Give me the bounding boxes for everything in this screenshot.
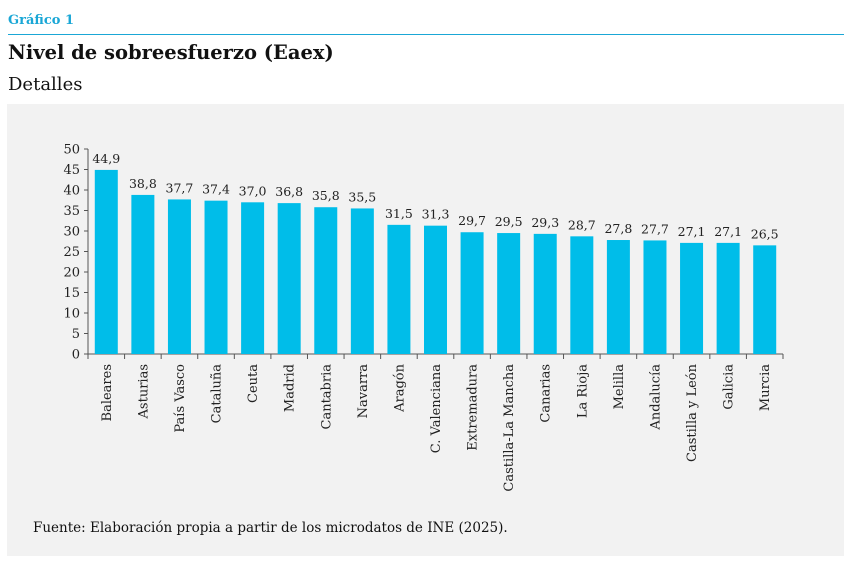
data-label: 37,7 bbox=[166, 180, 194, 195]
y-tick-label: 5 bbox=[72, 327, 80, 342]
y-tick-label: 20 bbox=[63, 266, 80, 281]
bar bbox=[497, 233, 521, 354]
y-tick-label: 45 bbox=[63, 163, 80, 178]
bar bbox=[643, 240, 667, 354]
x-tick-label: Asturias bbox=[136, 364, 151, 419]
x-tick-label: Ceuta bbox=[246, 364, 261, 403]
y-tick-label: 10 bbox=[63, 307, 80, 322]
data-label: 27,8 bbox=[604, 221, 632, 236]
bar bbox=[94, 169, 118, 354]
y-tick-label: 50 bbox=[63, 143, 80, 158]
data-label: 38,8 bbox=[129, 176, 157, 191]
x-tick-label: Baleares bbox=[100, 364, 115, 421]
x-tick-label: Andalucía bbox=[648, 364, 663, 431]
bar bbox=[570, 236, 594, 354]
bar bbox=[204, 200, 228, 354]
bar bbox=[606, 240, 630, 354]
data-label: 29,7 bbox=[458, 213, 486, 228]
bar-chart: 0 5 10 15 20 25 30 35 40 45 50 44,9 Baleares 38,8 Astu… bbox=[63, 143, 784, 492]
y-tick-label: 0 bbox=[72, 348, 80, 363]
bar bbox=[753, 245, 777, 354]
bar bbox=[424, 225, 447, 354]
x-tick-label: C. Valenciana bbox=[429, 364, 444, 453]
header-rule bbox=[8, 34, 844, 35]
data-label: 36,8 bbox=[275, 184, 303, 199]
x-tick-label: Melilla bbox=[612, 364, 627, 410]
chart-panel: 0 5 10 15 20 25 30 35 40 45 50 44,9 Baleares 38,8 Astu… bbox=[7, 104, 844, 556]
bar bbox=[460, 232, 484, 354]
data-label: 31,5 bbox=[385, 206, 413, 221]
y-tick-label: 15 bbox=[63, 286, 80, 301]
data-label: 29,5 bbox=[495, 214, 523, 229]
x-tick-label: Castilla-La Mancha bbox=[502, 364, 517, 492]
x-tick-label: Extremadura bbox=[466, 364, 481, 451]
x-tick-label: Castilla y León bbox=[685, 363, 700, 462]
x-tick-label: Cataluña bbox=[210, 364, 225, 424]
y-tick-label: 30 bbox=[63, 225, 80, 240]
data-label: 35,5 bbox=[348, 189, 376, 204]
bar bbox=[241, 202, 265, 354]
chart-title: Nivel de sobreesfuerzo (Eaex) bbox=[8, 41, 334, 64]
data-label: 29,3 bbox=[531, 215, 559, 230]
bar bbox=[167, 199, 191, 354]
x-tick-label: Murcia bbox=[758, 364, 773, 411]
chart-subtitle: Detalles bbox=[8, 74, 83, 95]
x-tick-label: La Rioja bbox=[575, 364, 590, 418]
y-tick-label: 35 bbox=[63, 204, 80, 219]
data-label: 28,7 bbox=[568, 217, 596, 232]
source-note: Fuente: Elaboración propia a partir de l… bbox=[33, 520, 508, 536]
data-label: 35,8 bbox=[312, 188, 340, 203]
y-tick-label: 40 bbox=[63, 184, 80, 199]
bar bbox=[716, 242, 740, 354]
bar bbox=[680, 242, 704, 354]
bar bbox=[277, 203, 301, 354]
bar bbox=[350, 208, 374, 354]
chart-kicker: Gráfico 1 bbox=[8, 13, 74, 28]
x-tick-label: Aragón bbox=[392, 363, 407, 413]
x-tick-label: Canarias bbox=[539, 364, 554, 423]
y-tick-label: 25 bbox=[63, 245, 80, 260]
data-label: 27,7 bbox=[641, 221, 669, 236]
x-tick-label: Galicia bbox=[722, 364, 737, 410]
bar bbox=[387, 224, 411, 354]
bar bbox=[314, 207, 338, 354]
x-tick-label: País Vasco bbox=[173, 364, 188, 433]
x-tick-label: Cantabria bbox=[319, 364, 334, 430]
x-tick-label: Madrid bbox=[283, 364, 298, 412]
bar bbox=[131, 194, 155, 354]
data-label: 37,0 bbox=[239, 183, 267, 198]
bar bbox=[533, 233, 557, 354]
data-label: 31,3 bbox=[422, 207, 450, 222]
data-label: 37,4 bbox=[202, 182, 230, 197]
data-label: 26,5 bbox=[751, 226, 779, 241]
data-label: 27,1 bbox=[678, 224, 706, 239]
data-label: 44,9 bbox=[92, 151, 120, 166]
data-label: 27,1 bbox=[714, 224, 742, 239]
x-tick-label: Navarra bbox=[356, 364, 371, 419]
